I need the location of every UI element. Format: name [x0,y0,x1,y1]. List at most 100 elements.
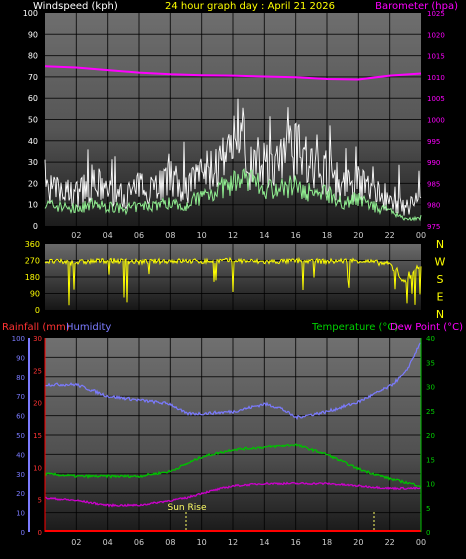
temperature-tick-label: 25 [426,408,435,416]
x-tick-label: 18 [322,538,332,547]
sun-markers [185,512,375,532]
temperature-tick-label: 0 [426,529,430,537]
x-tick-label: 06 [134,538,144,547]
compass-label: W [435,256,446,269]
barometer-axis-ticks: 975 980 985 990 995 1000 1005 1010 1015 1020 1025 [427,10,445,231]
windspeed-tick-label: 60 [28,94,38,103]
direction-tick-label: 90 [30,290,40,299]
wind-panel-x-ticks: 02 04 06 08 10 12 14 16 18 20 22 00 [71,231,426,240]
humidity-axis-label: Humidity [66,322,111,333]
x-tick-label: 22 [385,231,395,240]
x-tick-label: 18 [322,231,332,240]
compass-label: N [436,238,444,251]
barometer-tick-label: 1020 [427,31,445,39]
humidity-tick-label: 0 [21,529,25,537]
x-tick-label: 04 [103,538,113,547]
barometer-tick-label: 975 [427,223,440,231]
rainfall-tick-label: 15 [33,432,42,440]
temperature-panel-series [44,342,422,532]
humidity-tick-label: 80 [16,374,25,382]
x-tick-label: 06 [134,231,144,240]
direction-tick-label: 180 [25,273,40,282]
rainfall-tick-label: 10 [33,464,42,472]
windspeed-tick-label: 30 [28,158,38,167]
wind-gust-line [44,98,422,216]
temperature-tick-label: 10 [426,481,435,489]
humidity-tick-label: 100 [12,335,25,343]
x-tick-label: 12 [228,231,238,240]
x-tick-label: 20 [353,538,363,547]
windspeed-tick-label: 70 [28,73,38,82]
barometer-line [44,65,422,81]
wind-average-line [44,168,422,222]
rainfall-tick-label: 30 [33,335,42,343]
direction-tick-label: 360 [25,240,40,249]
dewpoint-axis-label: Dew Point (°C) [390,322,463,333]
x-tick-label: 08 [165,538,175,547]
barometer-axis-label: Barometer (hpa) [375,1,458,12]
humidity-tick-label: 60 [16,413,25,421]
rainfall-tick-label: 20 [33,400,42,408]
x-tick-label: 08 [165,231,175,240]
barometer-tick-label: 1015 [427,53,445,61]
wind-direction-line [44,256,422,306]
humidity-axis-ticks: 0 10 20 30 40 50 60 70 80 90 100 [12,335,25,537]
barometer-tick-label: 995 [427,138,440,146]
barometer-tick-label: 1005 [427,95,445,103]
temperature-axis-label: Temperature (°C) [311,322,398,333]
wind-panel-series [44,65,422,222]
sunrise-label: Sun Rise [168,503,207,513]
direction-axis-ticks: 0 90 180 270 360 [25,240,40,315]
temperature-tick-label: 40 [426,335,435,343]
direction-tick-label: 0 [35,306,40,315]
dewpoint-line [44,481,422,508]
humidity-tick-label: 30 [16,471,25,479]
x-tick-label: 22 [385,538,395,547]
x-tick-label: 14 [259,538,269,547]
compass-label: S [437,273,444,286]
temperature-tick-label: 30 [426,384,435,392]
windspeed-tick-label: 0 [33,222,38,231]
barometer-tick-label: 1025 [427,10,445,18]
temperature-tick-label: 20 [426,432,435,440]
barometer-tick-label: 990 [427,159,440,167]
windspeed-tick-label: 40 [28,137,38,146]
rainfall-axis-label: Rainfall (mm) [2,322,70,333]
humidity-tick-label: 10 [16,510,25,518]
x-tick-label: 10 [197,538,207,547]
direction-tick-label: 270 [25,257,40,266]
humidity-tick-label: 70 [16,393,25,401]
humidity-tick-label: 50 [16,432,25,440]
temperature-panel-x-ticks: 02 04 06 08 10 12 14 16 18 20 22 00 [71,538,426,547]
x-tick-label: 00 [416,538,426,547]
windspeed-axis-label: Windspeed (kph) [33,1,118,12]
compass-label: N [436,308,444,321]
humidity-line [44,342,422,421]
temperature-line [44,443,422,488]
windspeed-axis-ticks: 0 10 20 30 40 50 60 70 80 90 100 [23,9,38,231]
x-tick-label: 00 [416,231,426,240]
temperature-axis-ticks: 0 5 10 15 20 25 30 35 40 [426,335,435,537]
humidity-tick-label: 40 [16,451,25,459]
barometer-tick-label: 1000 [427,117,445,125]
windspeed-tick-label: 80 [28,52,38,61]
barometer-tick-label: 980 [427,202,440,210]
direction-panel-series [44,256,422,306]
humidity-tick-label: 90 [16,354,25,362]
x-tick-label: 04 [103,231,113,240]
x-tick-label: 02 [71,231,81,240]
windspeed-tick-label: 10 [28,201,38,210]
x-tick-label: 16 [291,231,301,240]
temperature-panel-grid [45,338,421,532]
humidity-tick-label: 20 [16,490,25,498]
barometer-tick-label: 985 [427,180,440,188]
x-tick-label: 12 [228,538,238,547]
windspeed-tick-label: 20 [28,179,38,188]
rainfall-tick-label: 0 [38,529,42,537]
windspeed-tick-label: 100 [23,9,38,18]
rainfall-tick-label: 25 [33,367,42,375]
x-tick-label: 16 [291,538,301,547]
